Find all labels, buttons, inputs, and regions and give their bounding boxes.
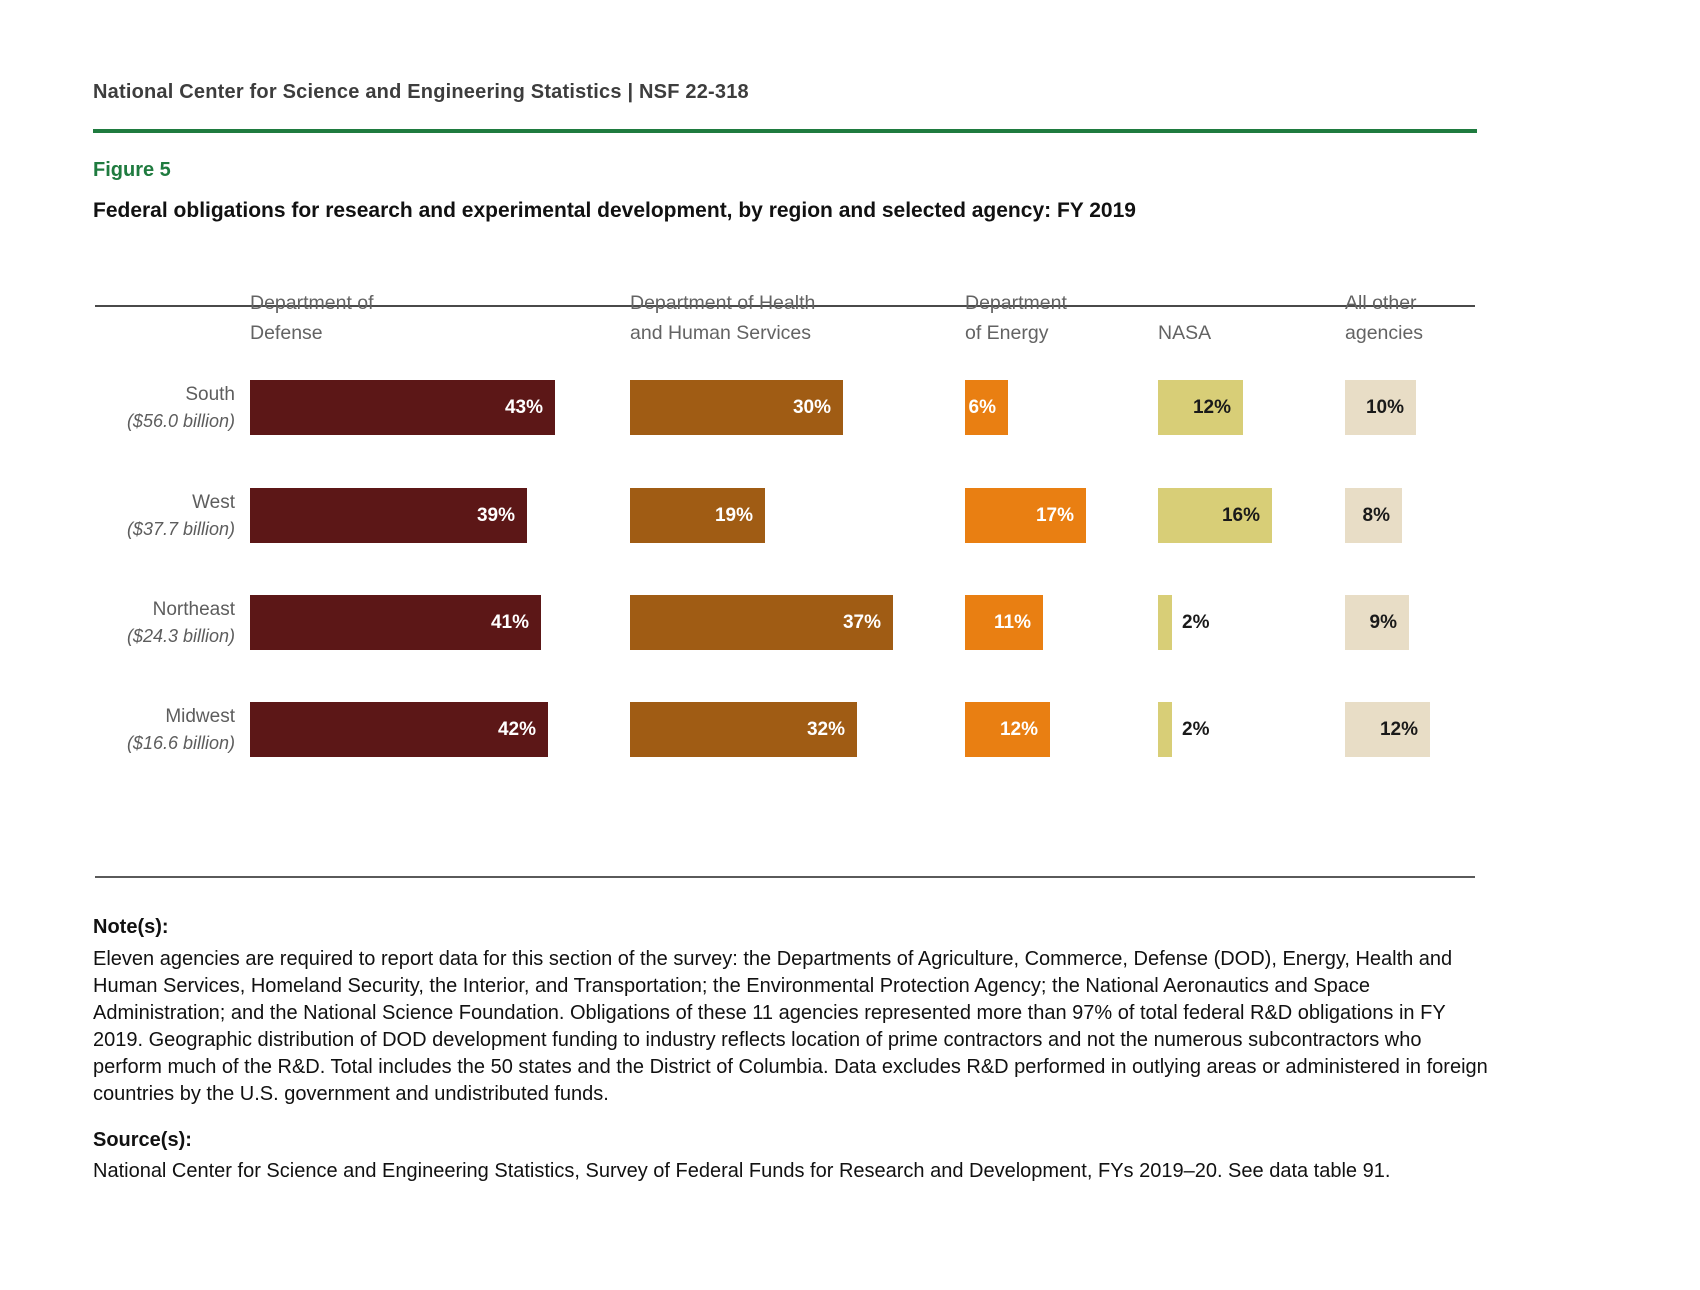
row-amount-label: ($24.3 billion) <box>126 626 235 646</box>
row-label-midwest: Midwest ($16.6 billion) <box>93 703 235 757</box>
bar-midwest-nasa <box>1158 702 1172 757</box>
bar-value-label: 30% <box>792 397 831 418</box>
column-header-dod-line1: Department of <box>250 292 374 314</box>
bar-value-label: 19% <box>714 505 753 526</box>
bar-south-doe: 6% <box>965 380 1008 435</box>
column-header-nasa: NASA <box>1158 318 1211 348</box>
bar-midwest-dod: 42% <box>250 702 548 757</box>
bar-west-other: 8% <box>1345 488 1402 543</box>
bar-value-label: 2% <box>1182 612 1210 633</box>
figure-label: Figure 5 <box>93 159 171 181</box>
bar-value-label: 39% <box>476 505 515 526</box>
bar-value-label: 17% <box>1035 505 1074 526</box>
bar-midwest-doe: 12% <box>965 702 1050 757</box>
row-region-label: Northeast <box>152 599 235 620</box>
row-label-west: West ($37.7 billion) <box>93 489 235 543</box>
bar-northeast-doe: 11% <box>965 595 1043 650</box>
bar-value-label: 8% <box>1362 505 1390 526</box>
bar-value-label: 16% <box>1221 505 1260 526</box>
bar-value-label: 41% <box>490 612 529 633</box>
column-header-nasa-line1: NASA <box>1158 322 1212 344</box>
row-region-label: West <box>192 492 235 513</box>
bar-value-label: 9% <box>1369 612 1397 633</box>
column-header-doe-line1: Department <box>965 292 1067 314</box>
row-region-label: South <box>185 384 235 405</box>
column-header-doe-line2: of Energy <box>965 322 1049 344</box>
source-text: National Center for Science and Engineer… <box>93 1160 1391 1182</box>
figure-title: Federal obligations for research and exp… <box>93 199 1136 222</box>
chart-bottom-rule <box>95 876 1475 878</box>
bar-south-nasa: 12% <box>1158 380 1243 435</box>
bar-value-label: 12% <box>1379 719 1418 740</box>
notes-heading: Note(s): <box>93 916 169 938</box>
bar-value-label: 32% <box>806 719 845 740</box>
bar-south-dod: 43% <box>250 380 555 435</box>
bar-west-doe: 17% <box>965 488 1086 543</box>
bar-midwest-other: 12% <box>1345 702 1430 757</box>
row-amount-label: ($56.0 billion) <box>126 411 235 431</box>
row-region-label: Midwest <box>165 706 235 727</box>
header-divider <box>93 129 1477 133</box>
bar-value-label: 43% <box>504 397 543 418</box>
bar-value-label: 10% <box>1365 397 1404 418</box>
bar-value-label: 12% <box>999 719 1038 740</box>
bar-west-dod: 39% <box>250 488 527 543</box>
bar-northeast-hhs: 37% <box>630 595 893 650</box>
bar-northeast-nasa <box>1158 595 1172 650</box>
column-header-other-line2: agencies <box>1345 322 1424 344</box>
bar-value-label: 6% <box>968 397 996 418</box>
bar-value-label: 37% <box>842 612 881 633</box>
bar-value-label: 42% <box>497 719 536 740</box>
column-header-other: All other agencies <box>1345 288 1423 348</box>
row-amount-label: ($16.6 billion) <box>126 733 235 753</box>
bar-west-hhs: 19% <box>630 488 765 543</box>
column-header-dod-line2: Defense <box>250 322 323 344</box>
row-label-northeast: Northeast ($24.3 billion) <box>93 596 235 650</box>
row-amount-label: ($37.7 billion) <box>126 519 235 539</box>
bar-south-other: 10% <box>1345 380 1416 435</box>
column-header-hhs-line2: and Human Services <box>630 322 812 344</box>
chart-top-rule <box>95 305 1475 307</box>
bar-midwest-hhs: 32% <box>630 702 857 757</box>
bar-south-hhs: 30% <box>630 380 843 435</box>
column-header-doe: Department of Energy <box>965 288 1067 348</box>
bar-value-label: 12% <box>1192 397 1231 418</box>
column-header-hhs: Department of Health and Human Services <box>630 288 815 348</box>
notes-text: Eleven agencies are required to report d… <box>93 948 1488 1105</box>
document-header: National Center for Science and Engineer… <box>93 81 749 103</box>
bar-west-nasa: 16% <box>1158 488 1272 543</box>
bar-northeast-dod: 41% <box>250 595 541 650</box>
bar-value-label: 2% <box>1182 719 1210 740</box>
bar-northeast-other: 9% <box>1345 595 1409 650</box>
column-header-dod: Department of Defense <box>250 288 374 348</box>
row-label-south: South ($56.0 billion) <box>93 381 235 435</box>
bar-value-label: 11% <box>994 612 1031 633</box>
column-header-other-line1: All other <box>1345 292 1417 314</box>
column-header-hhs-line1: Department of Health <box>630 292 816 314</box>
source-heading: Source(s): <box>93 1129 192 1151</box>
